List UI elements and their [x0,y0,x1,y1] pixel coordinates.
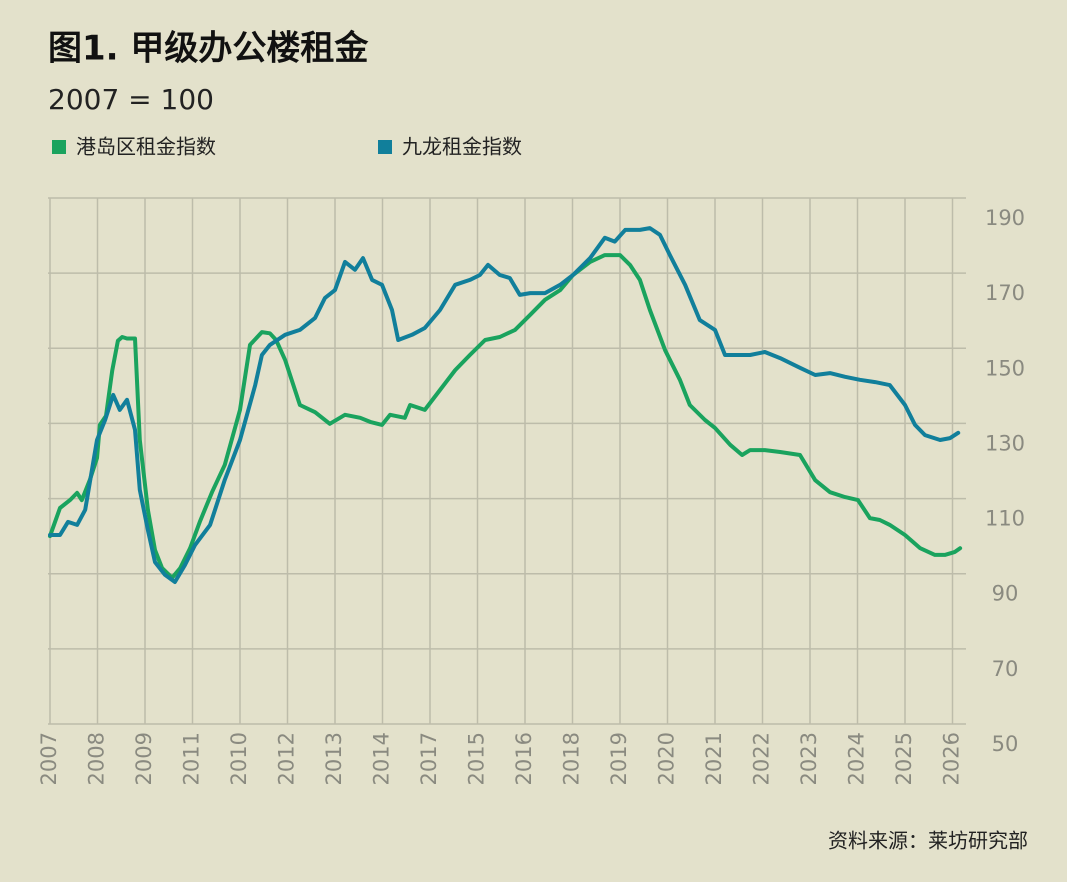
x-tick-label: 2008 [85,732,109,785]
y-tick-label: 170 [985,281,1025,305]
x-tick-label: 2022 [750,732,774,785]
y-tick-label: 70 [992,657,1019,681]
y-tick-label: 130 [985,431,1025,455]
x-tick-label: 2010 [227,732,251,785]
chart-title: 图1. 甲级办公楼租金 [48,29,369,69]
x-tick-label: 2015 [465,732,489,785]
x-tick-label: 2021 [702,732,726,785]
y-tick-label: 50 [992,732,1019,756]
x-tick-label: 2025 [892,732,916,785]
y-tick-label: 110 [985,507,1025,531]
x-tick-label: 2020 [655,732,679,785]
legend-label: 九龙租金指数 [402,135,522,159]
legend-swatch [52,140,66,154]
x-tick-label: 2026 [940,732,964,785]
source: 资料来源：莱坊研究部 [828,829,1028,853]
x-tick-label: 2017 [417,732,441,785]
x-tick-label: 2018 [560,732,584,785]
legend-label: 港岛区租金指数 [76,135,216,159]
legend-swatch [378,140,392,154]
x-tick-label: 2024 [845,732,869,785]
x-tick-label: 2013 [322,732,346,785]
y-tick-label: 190 [985,206,1025,230]
chart-subtitle: 2007 = 100 [48,83,214,116]
series-line [48,226,961,584]
x-tick-label: 2023 [797,732,821,785]
y-tick-label: 150 [985,356,1025,380]
y-tick-label: 90 [992,582,1019,606]
x-tick-label: 2019 [607,732,631,785]
x-tick-label: 2007 [37,732,61,785]
x-tick-label: 2014 [370,732,394,785]
x-tick-label: 2012 [275,732,299,785]
series-line [48,253,963,580]
x-tick-label: 2009 [132,732,156,785]
x-tick-label: 2011 [180,732,204,785]
x-tick-label: 2016 [512,732,536,785]
